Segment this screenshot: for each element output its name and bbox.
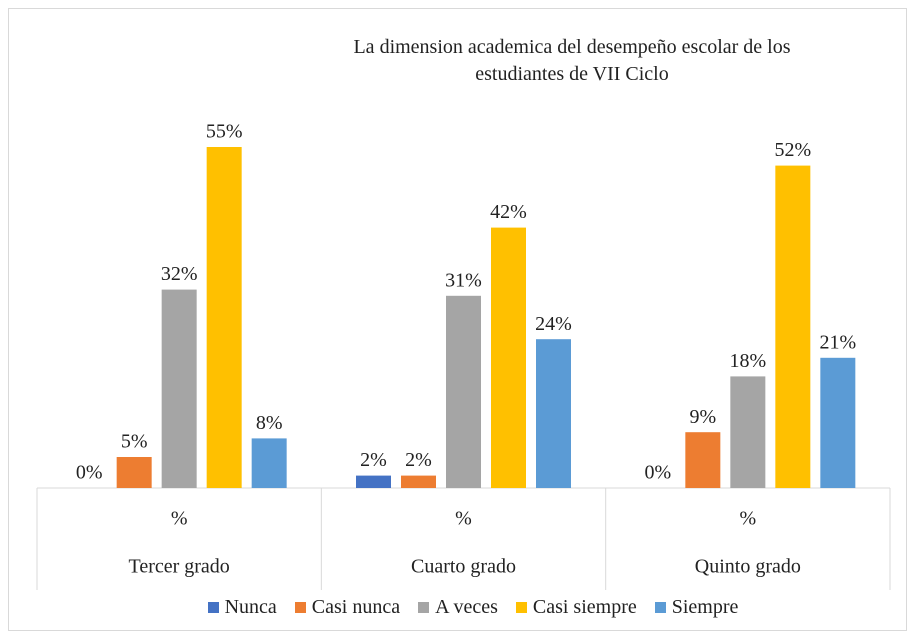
chart-border [8,8,907,631]
data-label: 32% [161,263,198,285]
bar [536,339,571,488]
bar [491,227,526,488]
data-label: 42% [490,201,527,223]
legend-swatch [654,602,666,613]
legend-label: Casi nunca [311,596,401,618]
x-subcategory-label: % [171,508,188,530]
legend-item: Casi nunca [294,596,401,619]
legend-swatch [294,602,306,613]
bar [820,357,856,488]
legend-item: Casi siempre [515,596,637,619]
x-subcategory-label: % [739,508,756,530]
legend-item: A veces [418,596,498,619]
data-label: 8% [256,412,283,434]
x-tick-label: Quinto grado [695,556,801,578]
bar [206,147,242,488]
data-label: 55% [206,121,243,143]
legend-label: Casi siempre [532,596,637,618]
bar [446,295,481,488]
bar [116,457,152,488]
x-tick-label: Tercer grado [129,556,230,578]
legend-swatch [515,602,527,613]
legend-swatch [207,602,219,613]
data-label: 21% [819,331,856,353]
bar [161,289,197,488]
data-label: 2% [405,449,432,471]
bar [251,438,287,488]
legend-swatch [418,602,430,613]
legend: Nunca Casi nunca A veces Casi siempre Siempr… [28,596,917,619]
bar [401,475,436,488]
data-label: 9% [689,406,716,428]
data-label: 31% [445,269,482,291]
data-label: 0% [644,462,671,484]
x-subcategory-label: % [455,508,472,530]
data-label: 52% [774,139,811,161]
data-label: 2% [360,449,387,471]
bar [356,475,391,488]
legend-label: Nunca [224,596,277,618]
data-label: 0% [76,462,103,484]
legend-item: Siempre [654,596,739,619]
data-label: 5% [121,431,148,453]
data-label: 18% [729,350,766,372]
bar [775,165,811,488]
legend-item: Nunca [207,596,277,619]
bar [685,432,721,488]
x-tick-label: Cuarto grado [411,556,516,578]
legend-label: Siempre [671,596,739,618]
bar [730,376,766,488]
data-label: 24% [535,313,572,335]
chart-title: La dimension academica del desempeño esc… [353,36,791,85]
legend-label: A veces [435,596,498,618]
